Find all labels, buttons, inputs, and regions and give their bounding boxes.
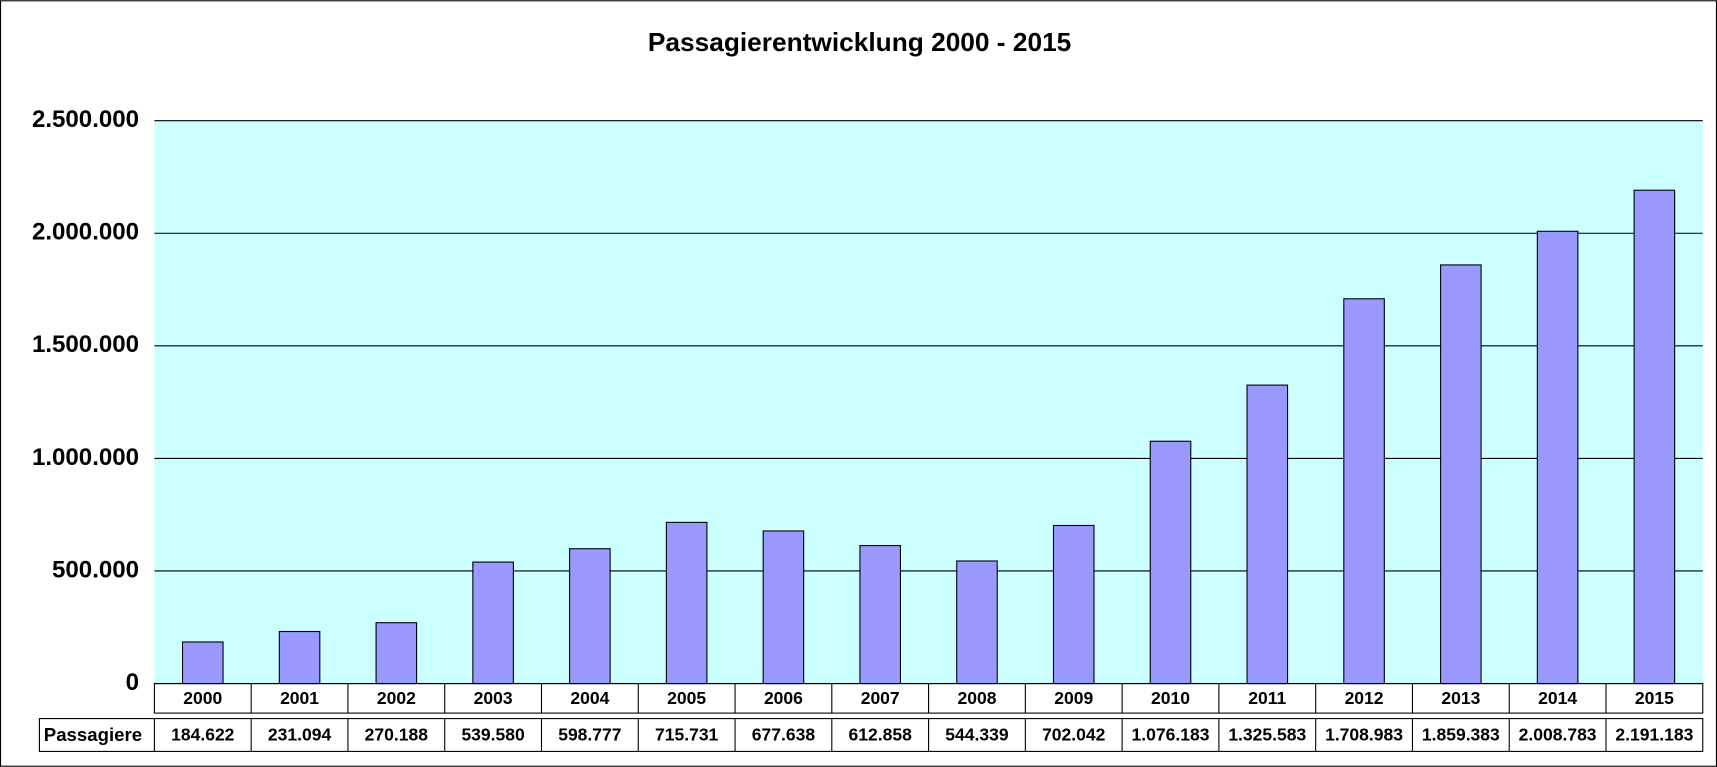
data-label: 270.188: [365, 725, 429, 745]
data-label: 702.042: [1042, 725, 1106, 745]
data-label: 1.325.583: [1228, 725, 1306, 745]
bar: [859, 545, 902, 685]
bar: [1343, 298, 1385, 685]
data-label: 1.708.983: [1325, 725, 1403, 745]
legend-label: Passagiere: [44, 724, 142, 745]
x-tick-label: 2003: [474, 688, 513, 708]
y-tick-label: 2.000.000: [32, 219, 139, 246]
x-tick-label: 2011: [1248, 688, 1286, 708]
bar: [665, 521, 708, 685]
bar: [181, 641, 224, 685]
x-tick-label: 2014: [1538, 688, 1577, 708]
data-label: 598.777: [558, 725, 621, 745]
data-label: 184.622: [171, 725, 235, 745]
bar: [1246, 384, 1289, 685]
x-tick-label: 2004: [570, 688, 609, 708]
bar: [1633, 189, 1676, 685]
x-tick-label: 2010: [1151, 688, 1190, 708]
x-tick-label: 2013: [1441, 688, 1480, 708]
bar: [472, 561, 514, 685]
data-label: 612.858: [849, 725, 913, 745]
table-row: [38, 718, 1704, 752]
bar: [569, 548, 611, 685]
x-tick-label: 2015: [1635, 688, 1674, 708]
y-tick-label: 2.500.000: [32, 106, 139, 133]
bar: [1149, 440, 1192, 685]
bar: [375, 622, 418, 685]
bar: [278, 630, 321, 685]
y-tick-label: 1.000.000: [32, 444, 139, 471]
y-tick-label: 0: [126, 669, 139, 696]
data-label: 231.094: [268, 725, 332, 745]
x-tick-label: 2012: [1345, 688, 1384, 708]
bar: [1052, 524, 1095, 685]
bar: [762, 530, 805, 685]
data-label: 715.731: [655, 725, 719, 745]
x-tick-label: 2007: [861, 688, 900, 708]
bar: [1536, 230, 1579, 685]
chart-title: Passagierentwicklung 2000 - 2015: [648, 27, 1071, 57]
bar: [956, 560, 998, 685]
y-tick-label: 500.000: [52, 556, 139, 583]
x-tick-label: 2006: [764, 688, 803, 708]
data-label: 1.859.383: [1422, 725, 1500, 745]
data-label: 1.076.183: [1132, 725, 1210, 745]
bar: [1440, 264, 1482, 685]
x-tick-label: 2008: [957, 688, 996, 708]
data-label: 677.638: [752, 725, 816, 745]
x-tick-label: 2005: [667, 688, 706, 708]
x-tick-label: 2000: [183, 688, 222, 708]
y-tick-label: 1.500.000: [32, 331, 139, 358]
data-label: 539.580: [461, 725, 525, 745]
x-tick-label: 2002: [377, 688, 416, 708]
data-label: 2.008.783: [1519, 725, 1597, 745]
x-tick-label: 2001: [280, 688, 319, 708]
data-label: 2.191.183: [1615, 725, 1693, 745]
data-label: 544.339: [945, 725, 1009, 745]
x-tick-label: 2009: [1054, 688, 1093, 708]
